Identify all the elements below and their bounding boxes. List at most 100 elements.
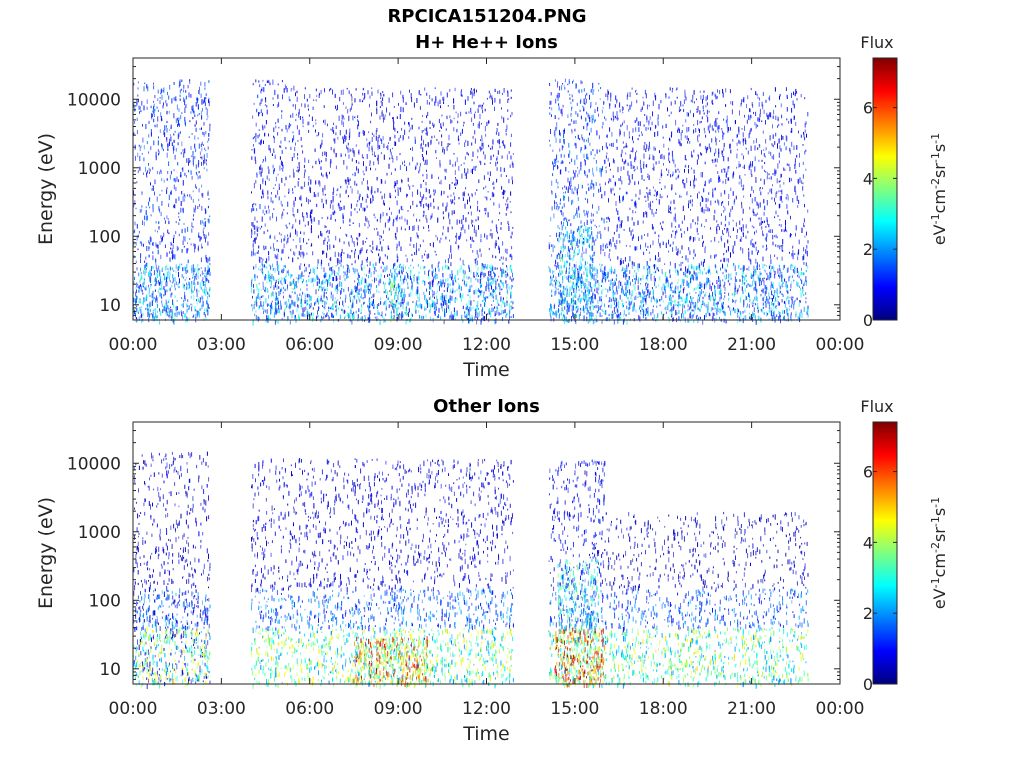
flux-cell — [464, 168, 466, 174]
flux-cell — [558, 103, 560, 106]
flux-cell — [652, 295, 654, 300]
flux-cell — [482, 104, 483, 107]
flux-cell — [334, 270, 336, 276]
flux-cell — [653, 264, 655, 270]
flux-cell — [618, 178, 620, 181]
flux-cell — [709, 313, 711, 317]
flux-cell — [358, 254, 359, 260]
flux-cell — [449, 143, 451, 145]
flux-cell — [383, 93, 385, 97]
flux-cell — [440, 179, 442, 185]
flux-cell — [136, 117, 138, 122]
flux-cell — [499, 98, 501, 104]
flux-cell — [689, 311, 691, 315]
flux-cell — [721, 238, 723, 242]
flux-cell — [197, 137, 199, 140]
flux-cell — [579, 234, 581, 238]
flux-cell — [279, 156, 281, 160]
flux-cell — [449, 115, 451, 119]
flux-cell — [646, 249, 647, 251]
flux-cell — [605, 170, 607, 174]
flux-cell — [294, 315, 296, 318]
flux-cell — [801, 180, 803, 184]
flux-cell — [501, 107, 502, 110]
flux-cell — [388, 227, 390, 231]
flux-cell — [752, 104, 754, 108]
flux-cell — [587, 213, 589, 218]
flux-cell — [426, 115, 428, 119]
flux-cell — [390, 172, 392, 175]
flux-cell — [263, 140, 264, 144]
flux-cell — [772, 115, 774, 119]
flux-cell — [654, 189, 656, 192]
flux-cell — [201, 184, 203, 188]
flux-cell — [766, 247, 768, 250]
flux-cell — [200, 110, 202, 115]
flux-cell — [454, 161, 456, 165]
flux-cell — [750, 127, 752, 132]
flux-cell — [590, 212, 592, 217]
flux-cell — [684, 165, 686, 168]
flux-cell — [207, 192, 209, 196]
flux-cell — [766, 272, 768, 275]
flux-cell — [344, 179, 346, 183]
flux-cell — [609, 143, 611, 146]
flux-cell — [756, 202, 758, 206]
flux-cell — [207, 270, 209, 275]
flux-cell — [629, 304, 631, 309]
flux-cell — [192, 117, 194, 120]
flux-cell — [473, 290, 475, 295]
flux-cell — [623, 161, 625, 165]
flux-cell — [180, 152, 182, 155]
flux-cell — [463, 124, 464, 127]
flux-cell — [374, 216, 376, 219]
flux-cell — [725, 104, 727, 107]
flux-cell — [765, 285, 767, 290]
flux-cell — [719, 176, 720, 180]
flux-cell — [688, 247, 690, 251]
flux-cell — [656, 190, 658, 196]
flux-cell — [477, 254, 479, 258]
flux-cell — [657, 131, 659, 137]
flux-cell — [371, 186, 373, 191]
flux-cell — [270, 246, 272, 250]
flux-cell — [649, 266, 651, 269]
flux-cell — [742, 248, 744, 254]
flux-cell — [343, 309, 345, 314]
flux-cell — [790, 312, 792, 316]
flux-cell — [325, 157, 327, 162]
flux-cell — [400, 226, 402, 231]
flux-cell — [209, 215, 211, 218]
flux-cell — [362, 129, 364, 134]
flux-cell — [332, 196, 334, 202]
flux-cell — [680, 132, 682, 137]
flux-cell — [796, 267, 798, 274]
flux-cell — [633, 262, 635, 267]
flux-cell — [356, 168, 357, 171]
flux-cell — [157, 149, 159, 152]
flux-cell — [140, 285, 142, 291]
flux-cell — [502, 196, 504, 199]
flux-cell — [315, 180, 317, 185]
flux-cell — [549, 112, 551, 115]
flux-cell — [585, 139, 587, 142]
flux-cell — [377, 188, 379, 193]
flux-cell — [423, 179, 425, 182]
flux-cell — [163, 286, 165, 290]
flux-cell — [170, 241, 172, 246]
flux-cell — [159, 208, 161, 213]
flux-cell — [452, 199, 454, 204]
flux-cell — [442, 97, 444, 101]
flux-cell — [511, 278, 513, 282]
flux-cell — [616, 290, 618, 295]
flux-cell — [601, 217, 603, 221]
flux-cell — [507, 203, 509, 209]
flux-cell — [380, 213, 382, 219]
flux-cell — [765, 289, 767, 294]
flux-cell — [776, 190, 778, 194]
flux-cell — [771, 266, 773, 269]
flux-cell — [201, 147, 203, 152]
flux-cell — [558, 117, 560, 120]
flux-cell — [464, 142, 466, 147]
